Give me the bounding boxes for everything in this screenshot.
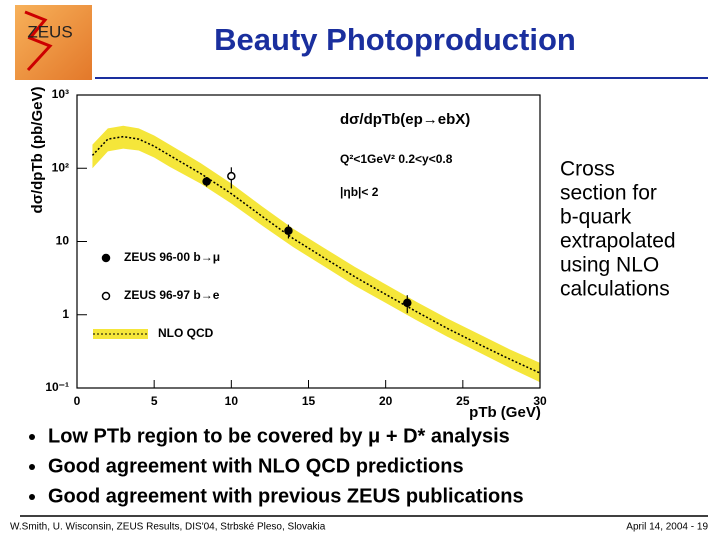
side-text: extrapolated <box>560 230 676 253</box>
side-text: section for <box>560 182 657 205</box>
x-tick-label: 10 <box>225 394 239 408</box>
band <box>92 125 540 383</box>
y-tick-label: 10⁻¹ <box>45 380 69 394</box>
y-tick-label: 10² <box>52 160 69 174</box>
y-axis-label: dσ/dpTb (pb/GeV) <box>29 87 46 214</box>
legend-label: NLO QCD <box>158 326 214 340</box>
legend-band <box>93 329 148 339</box>
x-tick-label: 0 <box>74 394 81 408</box>
x-tick-label: 20 <box>379 394 393 408</box>
side-text: b-quark <box>560 206 632 229</box>
bullet-text: Good agreement with previous ZEUS public… <box>48 485 524 507</box>
bullet-dot <box>29 494 35 500</box>
slide-title: Beauty Photoproduction <box>214 22 576 57</box>
x-tick-label: 15 <box>302 394 316 408</box>
x-tick-label: 30 <box>533 394 547 408</box>
point <box>403 298 412 308</box>
point <box>284 226 293 236</box>
logo-text: ZEUS <box>27 22 72 41</box>
x-tick-label: 25 <box>456 394 470 408</box>
annotation: |ηb|< 2 <box>340 185 379 199</box>
bullet-text: Good agreement with NLO QCD predictions <box>48 455 464 477</box>
legend-marker <box>101 253 111 263</box>
logo-bolt <box>24 10 53 72</box>
point <box>202 177 211 186</box>
legend-label: ZEUS 96-97 b→e <box>124 288 220 302</box>
y-tick-label: 1 <box>62 307 69 321</box>
annotation: dσ/dpTb(ep→ebX) <box>340 111 470 128</box>
side-text: calculations <box>560 278 670 301</box>
y-tick-label: 10³ <box>52 87 69 101</box>
side-text: Cross <box>560 158 615 181</box>
side-text: using NLO <box>560 254 659 277</box>
footer-right: April 14, 2004 - 19 <box>626 522 708 533</box>
legend-marker <box>101 291 111 301</box>
logo-box <box>15 5 92 80</box>
bullet-dot <box>29 434 35 440</box>
y-tick-label: 10 <box>56 234 70 248</box>
bullet-dot <box>29 464 35 470</box>
bullet-text: Low PTb region to be covered by μ + D* a… <box>48 425 510 447</box>
footer-left: W.Smith, U. Wisconsin, ZEUS Results, DIS… <box>10 522 326 533</box>
point <box>227 171 236 181</box>
x-axis-label: pTb (GeV) <box>469 404 541 421</box>
x-tick-label: 5 <box>151 394 158 408</box>
legend-label: ZEUS 96-00 b→μ <box>124 250 220 264</box>
annotation: Q²<1GeV² 0.2<y<0.8 <box>340 152 453 166</box>
